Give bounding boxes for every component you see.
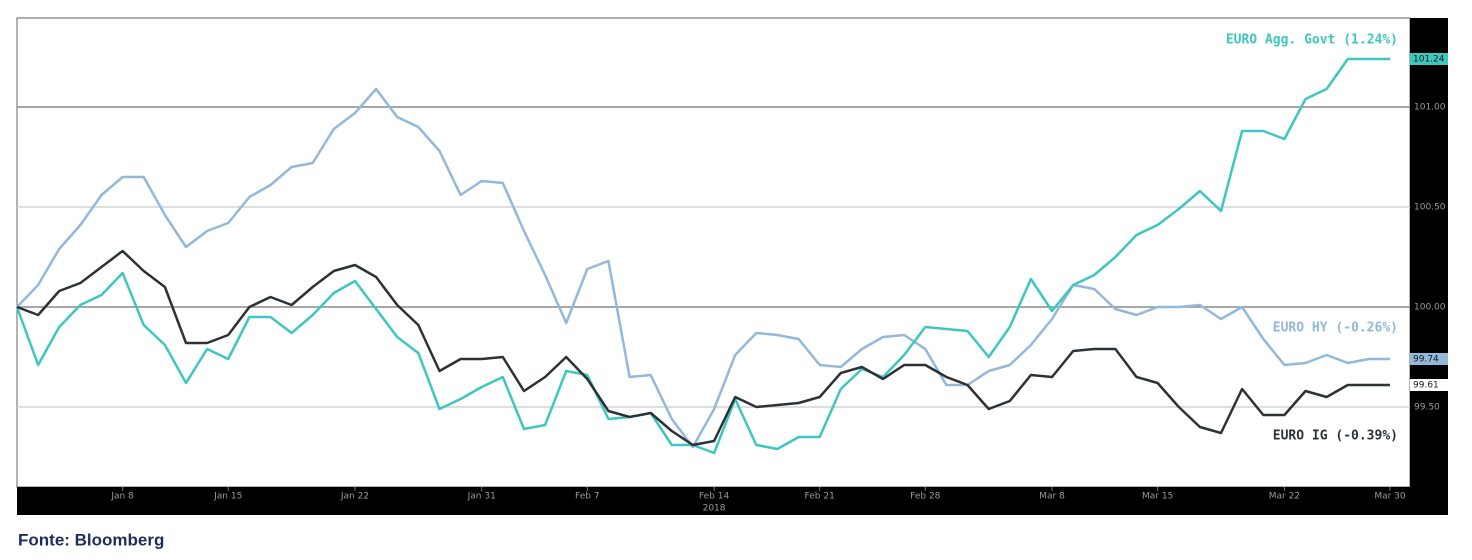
x-tick-label: Jan 31 (467, 492, 496, 502)
y-tick-label: 100.50 (1414, 203, 1446, 213)
series-line (15, 57, 1390, 455)
source: Fonte: Bloomberg (18, 530, 164, 549)
y-axis-panel (1410, 18, 1448, 515)
end-label: 99.61 (1413, 381, 1439, 391)
series-label: EURO IG (-0.39%) (1273, 429, 1398, 444)
x-axis-label: 2018 (703, 504, 726, 514)
end-tag (1410, 53, 1448, 65)
end-tag (1410, 379, 1448, 391)
x-tick-label: Mar 30 (1374, 492, 1406, 502)
y-tick-label: 101.00 (1414, 103, 1446, 113)
x-tick-label: Jan 15 (213, 492, 242, 502)
y-tick-label: 100.00 (1414, 303, 1446, 313)
x-axis-panel (17, 487, 1448, 515)
x-tick-label: Jan 22 (340, 492, 369, 502)
x-tick-label: Jan 8 (110, 492, 134, 502)
series-label: EURO HY (-0.26%) (1273, 321, 1398, 336)
end-tag (1410, 353, 1448, 365)
x-tick-label: Feb 14 (699, 492, 730, 502)
x-tick-label: Mar 22 (1269, 492, 1300, 502)
x-tick-label: Mar 8 (1039, 492, 1065, 502)
x-tick-label: Mar 15 (1142, 492, 1173, 502)
series-line (16, 249, 1390, 447)
y-tick-label: 99.50 (1414, 403, 1440, 413)
x-tick-label: Feb 21 (805, 492, 835, 502)
series-line (16, 87, 1390, 449)
plot-area (16, 17, 1411, 488)
end-label: 99.74 (1413, 355, 1439, 365)
x-tick-label: Feb 28 (910, 492, 941, 502)
series-label: EURO Agg. Govt (1.24%) (1226, 33, 1398, 48)
end-label: 101.24 (1413, 55, 1445, 65)
x-tick-label: Feb 7 (575, 492, 600, 502)
